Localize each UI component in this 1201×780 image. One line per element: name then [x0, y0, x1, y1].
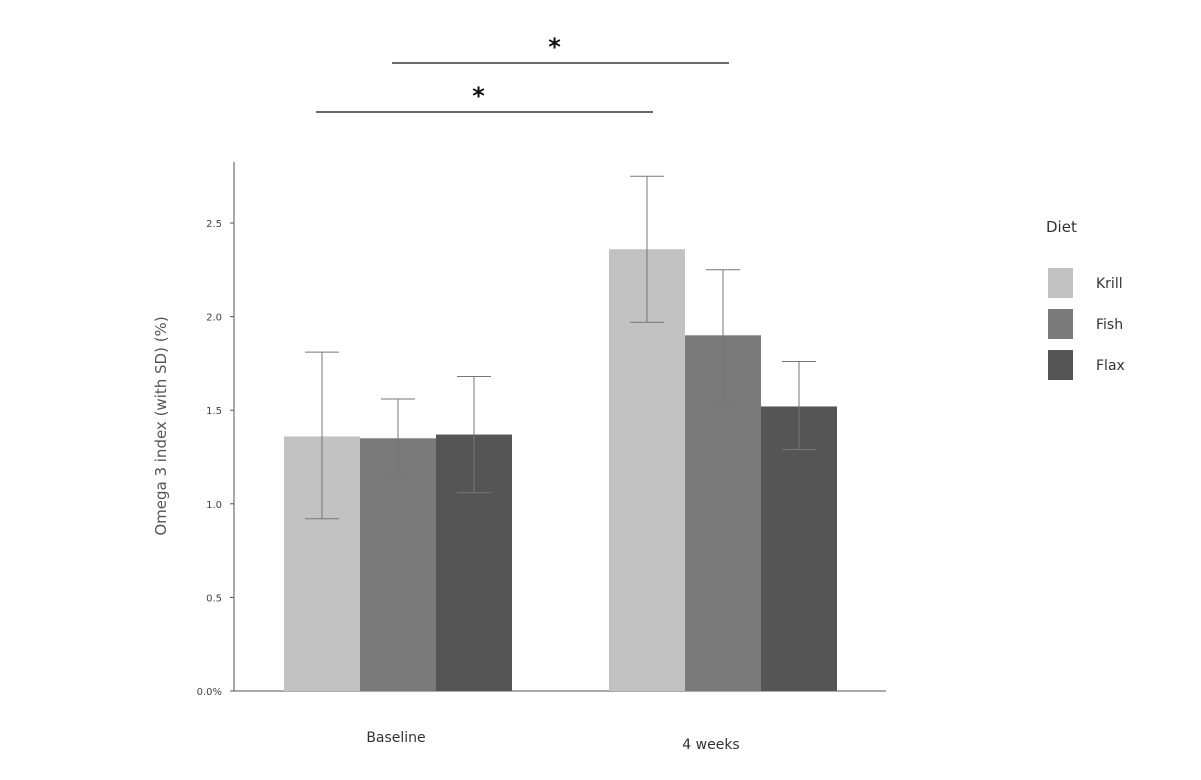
- error-bar-flax-1: [782, 361, 816, 451]
- error-bars: [305, 175, 816, 520]
- error-bar-krill-1: [630, 175, 664, 323]
- legend-swatch-krill: [1048, 268, 1073, 298]
- y-axis-title: Omega 3 index (with SD) (%): [152, 316, 170, 535]
- y-tick-label: 0.5: [206, 593, 222, 604]
- legend-label-fish: Fish: [1096, 317, 1123, 333]
- legend-title: Diet: [1046, 218, 1077, 236]
- y-tick-label: 1.5: [206, 406, 222, 417]
- error-bar-krill-0: [305, 351, 339, 520]
- bar-flax-1: [761, 406, 837, 691]
- bar-fish-0: [360, 438, 436, 691]
- bar-krill-1: [609, 249, 685, 691]
- error-bar-fish-1: [706, 269, 740, 404]
- x-category-label: Baseline: [366, 730, 425, 746]
- y-tick-label: 2.5: [206, 219, 222, 230]
- legend-label-krill: Krill: [1096, 276, 1123, 292]
- y-ticks: 0.0% 0.5 1.0 1.5 2.0 2.5: [197, 219, 234, 698]
- legend-swatch-flax: [1048, 350, 1073, 380]
- y-tick-label: 0.0%: [197, 687, 222, 698]
- significance-asterisk: *: [548, 33, 561, 61]
- significance-annotations: **: [316, 33, 729, 113]
- legend: Diet Krill Fish Flax: [1046, 218, 1125, 380]
- y-tick-label: 2.0: [206, 313, 222, 324]
- category-labels: Baseline 4 weeks: [366, 730, 739, 753]
- x-category-label: 4 weeks: [682, 737, 739, 753]
- error-bar-flax-0: [457, 376, 491, 494]
- significance-asterisk: *: [472, 82, 485, 110]
- bars: [284, 249, 837, 691]
- legend-swatch-fish: [1048, 309, 1073, 339]
- error-bar-fish-0: [381, 398, 415, 480]
- legend-label-flax: Flax: [1096, 358, 1125, 374]
- y-tick-label: 1.0: [206, 500, 222, 511]
